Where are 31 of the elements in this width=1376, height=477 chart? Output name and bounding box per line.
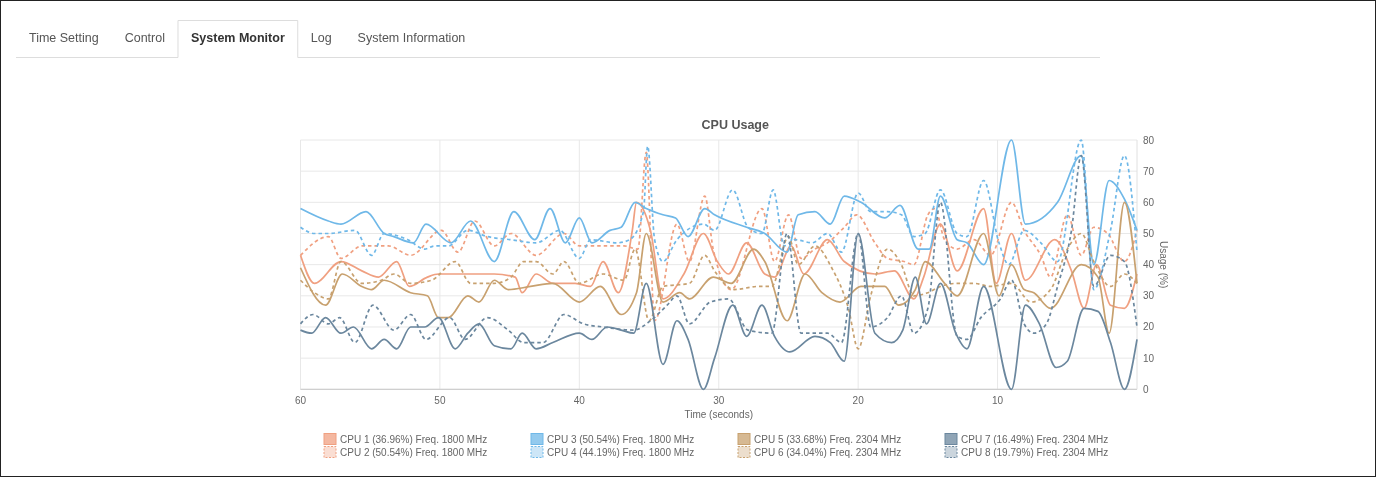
y-tick-label: 60 (1143, 196, 1155, 208)
legend-label: CPU 6 (34.04%) Freq. 2304 MHz (754, 446, 902, 458)
y-tick-label: 80 (1143, 134, 1155, 146)
legend-label: CPU 4 (44.19%) Freq. 1800 MHz (547, 446, 695, 458)
y-tick-label: 0 (1143, 383, 1149, 395)
text: System Monitor (191, 31, 285, 45)
text: System Information (357, 31, 466, 45)
x-tick-label: 20 (852, 394, 865, 406)
x-axis-title: Time (seconds) (684, 408, 754, 420)
y-axis-title: Usage (%) (1157, 241, 1169, 289)
legend-label: CPU 3 (50.54%) Freq. 1800 MHz (547, 433, 695, 445)
x-tick-label: 60 (294, 394, 307, 406)
text: Log (310, 31, 332, 45)
y-tick-label: 20 (1143, 321, 1155, 333)
text: Control (124, 31, 165, 45)
legend-label: CPU 7 (16.49%) Freq. 2304 MHz (961, 433, 1109, 445)
x-tick-label: 30 (713, 394, 725, 406)
legend-label: CPU 5 (33.68%) Freq. 2304 MHz (754, 433, 902, 445)
legend-label: CPU 8 (19.79%) Freq. 2304 MHz (961, 446, 1109, 458)
x-tick-label: 50 (434, 394, 446, 406)
x-tick-label: 40 (573, 394, 586, 406)
y-tick-label: 70 (1143, 165, 1155, 177)
y-tick-label: 40 (1143, 259, 1155, 271)
y-tick-label: 10 (1143, 352, 1155, 364)
y-tick-label: 50 (1143, 227, 1155, 239)
chart-title: CPU Usage (701, 118, 769, 132)
legend-label: CPU 2 (50.54%) Freq. 1800 MHz (340, 446, 488, 458)
text: Time Setting (29, 31, 99, 45)
x-tick-label: 10 (992, 394, 1004, 406)
legend-label: CPU 1 (36.96%) Freq. 1800 MHz (340, 433, 488, 445)
y-tick-label: 30 (1143, 290, 1155, 302)
